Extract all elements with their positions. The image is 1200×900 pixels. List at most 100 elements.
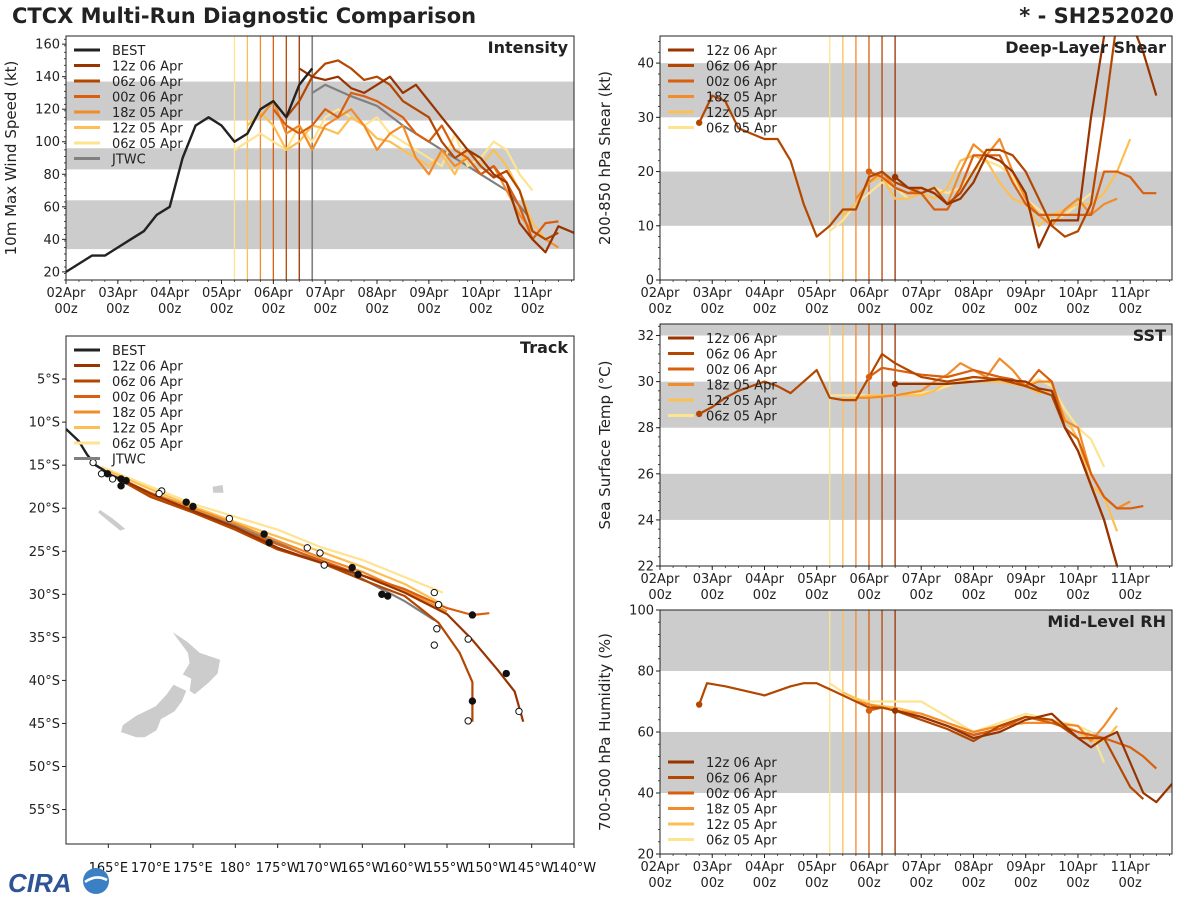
shear-xtick-label-hour: 00z bbox=[1014, 302, 1038, 317]
track-xtick-label: 175°W bbox=[256, 861, 300, 876]
sst-plot-area bbox=[660, 324, 1172, 566]
intensity-xtick-label-hour: 00z bbox=[158, 302, 182, 317]
land-mass bbox=[212, 485, 224, 493]
intensity-xtick-label-hour: 00z bbox=[106, 302, 130, 317]
shear-xtick-label-hour: 00z bbox=[805, 302, 829, 317]
shear-xtick-label-date: 06Apr bbox=[849, 286, 889, 301]
shear-xtick-label-hour: 00z bbox=[1066, 302, 1090, 317]
track-ytick-label: 20°S bbox=[29, 502, 60, 517]
track-position-marker bbox=[303, 544, 311, 552]
track-position-marker bbox=[464, 717, 472, 725]
rh-xtick-label-hour: 00z bbox=[805, 876, 829, 891]
intensity-xtick-label-date: 10Apr bbox=[461, 286, 501, 301]
track-xtick-label: 145°W bbox=[510, 861, 554, 876]
sst-xtick-label-date: 11Apr bbox=[1111, 572, 1151, 587]
shear-title: Deep-Layer Shear bbox=[1005, 38, 1166, 57]
shear-band bbox=[660, 171, 1172, 226]
intensity-xtick-label-date: 07Apr bbox=[306, 286, 346, 301]
intensity-ytick-label: 20 bbox=[43, 265, 60, 280]
intensity-series-line bbox=[66, 67, 314, 273]
track-position-marker bbox=[89, 458, 97, 467]
track-legend-label: BEST bbox=[112, 344, 145, 359]
track-xtick-label: 170°E bbox=[131, 861, 171, 876]
track-ytick-label: 15°S bbox=[29, 459, 60, 474]
track-position-marker bbox=[468, 697, 477, 705]
sst-ytick-label: 26 bbox=[637, 467, 654, 482]
intensity-legend-label: 00z 06 Apr bbox=[112, 91, 183, 106]
shear-series-line bbox=[894, 36, 1158, 249]
track-position-marker bbox=[155, 489, 163, 498]
shear-xtick-label-date: 08Apr bbox=[954, 286, 994, 301]
rh-legend-label: 12z 06 Apr bbox=[706, 756, 777, 771]
track-xtick-label: 150°W bbox=[467, 861, 511, 876]
sst-band bbox=[660, 473, 1172, 520]
shear-xtick-label-date: 07Apr bbox=[902, 286, 942, 301]
sst-series-line bbox=[895, 378, 1119, 566]
rh-xtick-label-hour: 00z bbox=[701, 876, 725, 891]
rh-legend-label: 06z 06 Apr bbox=[706, 772, 777, 787]
intensity-xtick-label-hour: 00z bbox=[313, 302, 337, 317]
track-xtick-label: 170°W bbox=[298, 861, 342, 876]
track-series-line bbox=[106, 469, 444, 606]
sst-init-marker bbox=[865, 373, 873, 381]
rh-xtick-label-date: 03Apr bbox=[693, 860, 733, 875]
rh-series-line bbox=[698, 682, 1145, 800]
track-xtick-label: 165°W bbox=[340, 861, 384, 876]
sst-xtick-label-date: 05Apr bbox=[797, 572, 837, 587]
sst-title: SST bbox=[1133, 326, 1166, 345]
sst-xtick-label-date: 02Apr bbox=[640, 572, 680, 587]
track-ytick-label: 30°S bbox=[29, 588, 60, 603]
shear-panel: 01020304002Apr00z03Apr00z04Apr00z05Apr00… bbox=[596, 35, 1173, 317]
track-position-marker bbox=[430, 588, 438, 597]
rh-plot-area bbox=[660, 610, 1172, 854]
rh-panel: 2040608010002Apr00z03Apr00z04Apr00z05Apr… bbox=[596, 604, 1173, 891]
shear-xtick-label-date: 05Apr bbox=[797, 286, 837, 301]
intensity-xtick-label-hour: 00z bbox=[365, 302, 389, 317]
shear-xtick-label-date: 09Apr bbox=[1006, 286, 1046, 301]
sst-xtick-label-hour: 00z bbox=[1014, 588, 1038, 603]
sst-xtick-label-hour: 00z bbox=[753, 588, 777, 603]
track-position-marker bbox=[468, 611, 477, 619]
rh-band bbox=[660, 610, 1172, 671]
land-mass bbox=[172, 632, 221, 695]
intensity-legend-label: JTWC bbox=[111, 153, 146, 168]
track-ytick-label: 25°S bbox=[29, 545, 60, 560]
track-ytick-label: 40°S bbox=[29, 674, 60, 689]
rh-ytick-label: 60 bbox=[637, 726, 654, 741]
sst-xtick-label-date: 10Apr bbox=[1058, 572, 1098, 587]
shear-xtick-label-hour: 00z bbox=[1119, 302, 1143, 317]
track-ytick-label: 50°S bbox=[29, 760, 60, 775]
intensity-xtick-label-date: 05Apr bbox=[202, 286, 242, 301]
rh-xtick-label-hour: 00z bbox=[753, 876, 777, 891]
intensity-series-line bbox=[233, 108, 534, 192]
rh-band bbox=[660, 732, 1172, 793]
sst-xtick-label-date: 04Apr bbox=[745, 572, 785, 587]
rh-legend-label: 06z 05 Apr bbox=[706, 834, 777, 849]
rh-xtick-label-date: 06Apr bbox=[849, 860, 889, 875]
track-position-marker bbox=[434, 600, 443, 609]
track-position-marker bbox=[103, 470, 112, 478]
rh-xtick-label-date: 02Apr bbox=[640, 860, 680, 875]
sst-init-marker bbox=[891, 380, 899, 388]
logo-text: CIRA bbox=[8, 868, 72, 898]
shear-xtick-label-hour: 00z bbox=[857, 302, 881, 317]
intensity-series-line bbox=[272, 91, 559, 241]
track-ytick-label: 45°S bbox=[29, 717, 60, 732]
sst-xtick-label-date: 07Apr bbox=[902, 572, 942, 587]
sst-panel: 22242628303202Apr00z03Apr00z04Apr00z05Ap… bbox=[596, 323, 1173, 603]
sst-xtick-label-hour: 00z bbox=[648, 588, 672, 603]
rh-ytick-label: 40 bbox=[637, 787, 654, 802]
rh-legend-label: 12z 05 Apr bbox=[706, 818, 777, 833]
intensity-axes-frame bbox=[65, 35, 575, 281]
track-position-marker bbox=[189, 502, 197, 511]
track-ytick-label: 5°S bbox=[37, 373, 60, 388]
shear-plot-area bbox=[660, 36, 1172, 280]
intensity-xtick-label-date: 06Apr bbox=[254, 286, 294, 301]
sst-ytick-label: 30 bbox=[637, 375, 654, 390]
rh-xtick-label-date: 10Apr bbox=[1058, 860, 1098, 875]
sst-xtick-label-date: 03Apr bbox=[693, 572, 733, 587]
rh-xtick-label-hour: 00z bbox=[857, 876, 881, 891]
sst-xtick-label-date: 09Apr bbox=[1006, 572, 1046, 587]
track-ytick-label: 55°S bbox=[29, 803, 60, 818]
sst-ytick-label: 28 bbox=[637, 421, 654, 436]
